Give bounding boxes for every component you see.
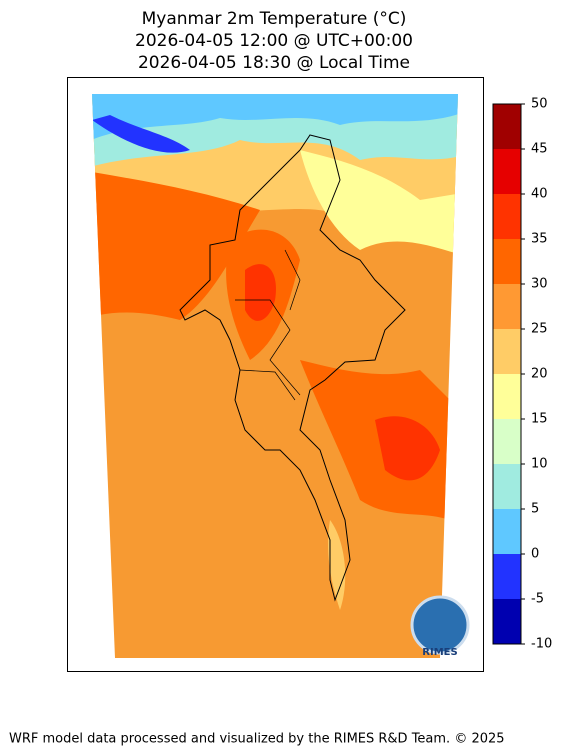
colorbar-segment xyxy=(493,239,521,284)
title-line: 2026-04-05 18:30 @ Local Time xyxy=(138,53,410,73)
colorbar: -10 -5 0 5 10 15 20 25 30 35 40 45 50 xyxy=(492,97,552,652)
logo-text: RIMES xyxy=(422,647,457,658)
colorbar-tick-label: 35 xyxy=(531,232,548,247)
colorbar-segment xyxy=(493,464,521,509)
colorbar-segment xyxy=(493,149,521,194)
footer: WRF model data processed and visualized … xyxy=(9,732,505,747)
logo: RIMES xyxy=(410,595,470,658)
colorbar-tick-label: 5 xyxy=(531,502,539,517)
colorbar-segment xyxy=(493,104,521,149)
colorbar-tick-label: 15 xyxy=(531,412,548,427)
colorbar-tick-label: 40 xyxy=(531,187,548,202)
colorbar-tick-label: 45 xyxy=(531,142,548,157)
colorbar-tick-label: 10 xyxy=(531,457,548,472)
colorbar-segment xyxy=(493,284,521,329)
title-line: Myanmar 2m Temperature (°C) xyxy=(142,9,407,29)
colorbar-tick-label: -10 xyxy=(531,637,552,652)
colorbar-segment xyxy=(493,554,521,599)
colorbar-segment xyxy=(493,374,521,419)
colorbar-segment xyxy=(493,509,521,554)
colorbar-segment xyxy=(493,419,521,464)
colorbar-tick-label: 0 xyxy=(531,547,539,562)
colorbar-segment xyxy=(493,194,521,239)
state-borders xyxy=(235,249,301,401)
colorbar-tick-label: -5 xyxy=(531,592,544,607)
colorbar-segment xyxy=(493,329,521,374)
colorbar-tick-label: 20 xyxy=(531,367,548,382)
map: RIMES xyxy=(67,77,484,672)
colorbar-segment xyxy=(493,599,521,644)
temperature-field xyxy=(92,94,458,658)
colorbar-tick-label: 25 xyxy=(531,322,548,337)
colorbar-tick-label: 50 xyxy=(531,97,548,112)
country-outline xyxy=(179,134,406,602)
colorbar-tick-label: 30 xyxy=(531,277,548,292)
title-line: 2026-04-05 12:00 @ UTC+00:00 xyxy=(135,31,413,51)
